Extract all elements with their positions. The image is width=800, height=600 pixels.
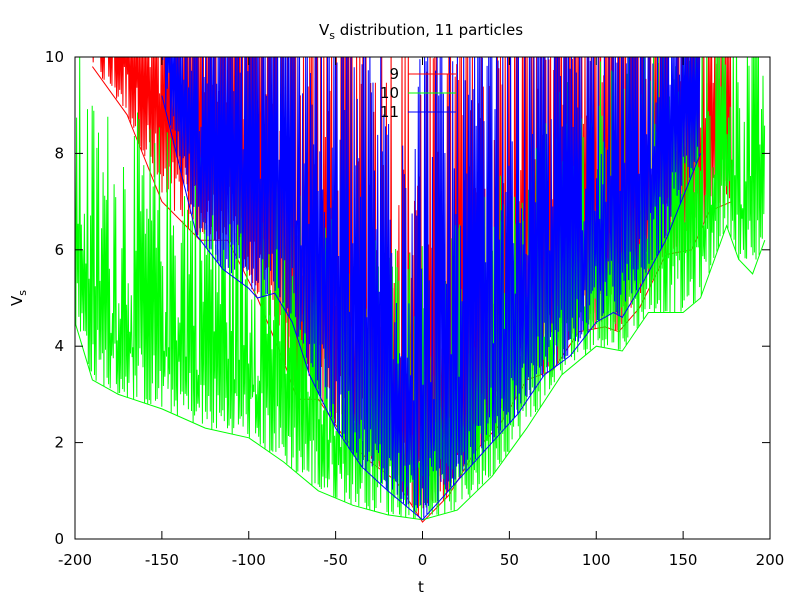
legend-label-11: 11 xyxy=(380,103,399,121)
y-tick-label: 0 xyxy=(54,530,64,548)
x-tick-label: 150 xyxy=(669,551,698,569)
x-tick-label: -100 xyxy=(232,551,266,569)
series-10-lower-envelope xyxy=(75,224,766,521)
y-axis-label: Vs xyxy=(8,290,29,306)
series-10-line xyxy=(75,57,766,520)
chart-title: Vs distribution, 11 particles xyxy=(319,21,523,42)
y-tick-label: 2 xyxy=(54,434,64,452)
series-11-lower-envelope xyxy=(161,95,701,521)
legend-label-10: 10 xyxy=(380,84,399,102)
x-tick-label: 200 xyxy=(756,551,785,569)
y-tick-label: 4 xyxy=(54,337,64,355)
x-axis-label: t xyxy=(418,578,424,596)
series-11-line xyxy=(162,57,701,518)
x-tick-label: 100 xyxy=(582,551,611,569)
x-tick-label: -50 xyxy=(323,551,348,569)
x-tick-label: -200 xyxy=(58,551,92,569)
x-tick-label: 50 xyxy=(500,551,519,569)
series-layer xyxy=(75,57,766,523)
axes-layer: -200 -150 -100 -50 0 50 100 150 200 0 2 4 6 8 10 xyxy=(45,48,784,569)
legend-label-9: 9 xyxy=(389,65,399,83)
x-tick-label: 0 xyxy=(418,551,428,569)
y-tick-label: 8 xyxy=(54,144,64,162)
x-tick-label: -150 xyxy=(145,551,179,569)
y-tick-label: 10 xyxy=(45,48,64,66)
y-tick-label: 6 xyxy=(54,241,64,259)
